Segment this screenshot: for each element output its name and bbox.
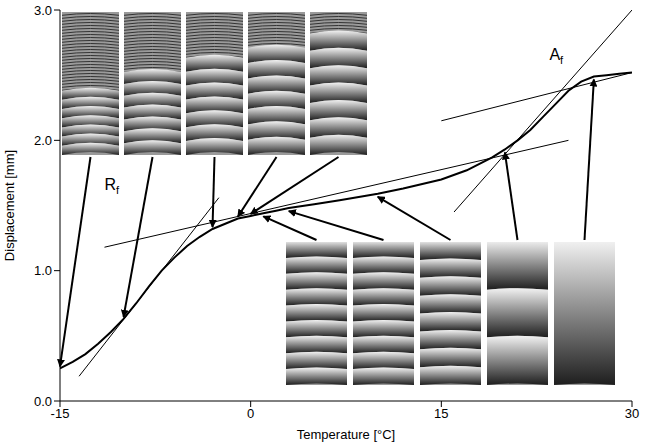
svg-text:3.0: 3.0 xyxy=(34,3,52,18)
svg-text:Af: Af xyxy=(549,46,564,66)
svg-text:1.0: 1.0 xyxy=(34,263,52,278)
svg-text:0: 0 xyxy=(247,406,254,421)
svg-text:-15: -15 xyxy=(51,406,70,421)
svg-text:0.0: 0.0 xyxy=(34,394,52,409)
svg-text:2.0: 2.0 xyxy=(34,133,52,148)
svg-text:Temperature [°C]: Temperature [°C] xyxy=(297,427,395,442)
svg-text:Rf: Rf xyxy=(104,176,120,196)
svg-text:15: 15 xyxy=(434,406,448,421)
svg-text:Displacement [mm]: Displacement [mm] xyxy=(2,150,17,261)
svg-text:30: 30 xyxy=(625,406,639,421)
